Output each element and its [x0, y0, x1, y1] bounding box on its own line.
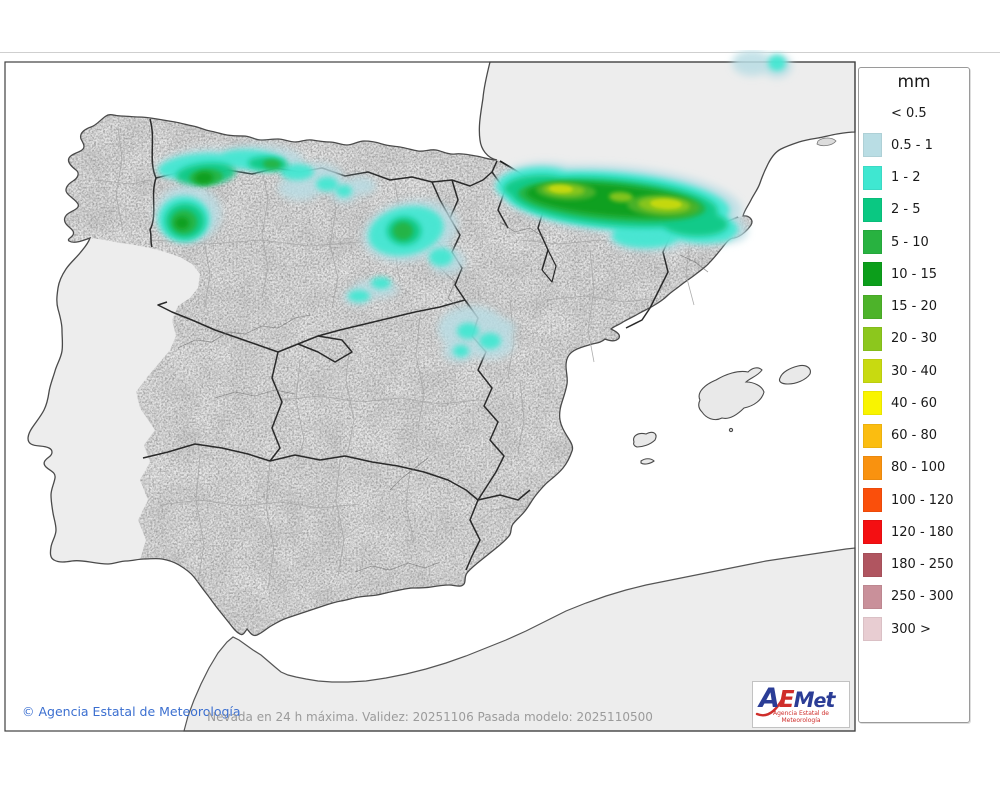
legend-swatch: [863, 617, 882, 642]
legend-label: 1 - 2: [891, 170, 921, 186]
legend-row: 180 - 250: [859, 549, 969, 581]
legend-swatch: [863, 101, 882, 125]
mallorca-island: [698, 367, 765, 421]
legend-label: 300 >: [891, 621, 931, 637]
legend-label: 0.5 - 1: [891, 137, 933, 153]
legend-swatch: [863, 230, 882, 255]
legend-swatch: [863, 584, 882, 609]
balearic-islands: [633, 364, 811, 465]
legend-row: 300 >: [859, 613, 969, 645]
legend-row: 60 - 80: [859, 420, 969, 452]
legend-label: 20 - 30: [891, 331, 938, 347]
legend-row: 15 - 20: [859, 291, 969, 323]
menorca-island: [778, 364, 811, 385]
legend-swatch: [863, 552, 882, 577]
legend-swatch: [863, 423, 882, 448]
map-caption: Nevada en 24 h máxima. Validez: 20251106…: [207, 710, 653, 724]
legend-swatch: [863, 455, 882, 480]
legend-row: 30 - 40: [859, 355, 969, 387]
legend-row: 1 - 2: [859, 162, 969, 194]
legend-swatch: [863, 262, 882, 287]
legend-panel: mm < 0.5 0.5 - 1 1 - 2 2 - 5 5 - 10 10 - 15 15…: [858, 67, 970, 723]
map-attribution: © Agencia Estatal de Meteorología: [22, 704, 241, 719]
map-frame: [4, 61, 856, 732]
logo-letter: E: [778, 687, 795, 713]
legend-label: 10 - 15: [891, 266, 938, 282]
legend-swatch: [863, 197, 882, 222]
logo-letter: e: [813, 690, 827, 712]
legend-swatch: [863, 294, 882, 319]
legend-swatch: [863, 520, 882, 545]
ibiza-island: [633, 431, 657, 448]
legend-swatch: [863, 359, 882, 384]
formentera-island: [640, 458, 655, 465]
legend-label: 15 - 20: [891, 299, 938, 315]
legend-label: < 0.5: [891, 105, 927, 121]
africa-landmass: [183, 547, 856, 732]
legend-swatch: [863, 326, 882, 351]
legend-row: 80 - 100: [859, 452, 969, 484]
logo-letter: A: [759, 683, 780, 714]
legend-swatch: [863, 391, 882, 416]
legend-label: 80 - 100: [891, 460, 946, 476]
legend-label: 30 - 40: [891, 363, 938, 379]
top-divider-line: [0, 52, 1000, 53]
legend-row: 2 - 5: [859, 194, 969, 226]
logo-wordmark: AEMet: [759, 683, 835, 715]
legend-row: 120 - 180: [859, 516, 969, 548]
legend-row: 10 - 15: [859, 258, 969, 290]
portugal-landmass: [27, 238, 200, 564]
legend-label: 60 - 80: [891, 428, 938, 444]
snowfall-layer-30-40: [549, 184, 682, 210]
cabrera-island: [728, 427, 734, 433]
legend-rows: < 0.5 0.5 - 1 1 - 2 2 - 5 5 - 10 10 - 15 15 - …: [859, 97, 969, 645]
legend-swatch: [863, 488, 882, 513]
legend-label: 100 - 120: [891, 492, 954, 508]
logo-subtext: Agencia Estatal de Meteorología: [772, 710, 829, 724]
legend-row: 0.5 - 1: [859, 129, 969, 161]
logo-letter: t: [825, 688, 835, 712]
legend-row: 20 - 30: [859, 323, 969, 355]
france-lagoon: [816, 137, 837, 147]
legend-label: 120 - 180: [891, 524, 954, 540]
legend-label: 180 - 250: [891, 557, 954, 573]
legend-label: 5 - 10: [891, 234, 929, 250]
legend-row: 5 - 10: [859, 226, 969, 258]
legend-swatch: [863, 165, 882, 190]
legend-swatch: [863, 133, 882, 158]
aemet-logo: AEMet Agencia Estatal de Meteorología: [752, 681, 850, 728]
legend-row: < 0.5: [859, 97, 969, 129]
legend-label: 250 - 300: [891, 589, 954, 605]
logo-letter: M: [793, 688, 815, 712]
legend-row: 40 - 60: [859, 387, 969, 419]
legend-label: 40 - 60: [891, 395, 938, 411]
legend-title: mm: [897, 72, 931, 92]
legend-row: 100 - 120: [859, 484, 969, 516]
snowfall-overlay: [155, 50, 792, 362]
legend-label: 2 - 5: [891, 202, 921, 218]
legend-row: 250 - 300: [859, 581, 969, 613]
